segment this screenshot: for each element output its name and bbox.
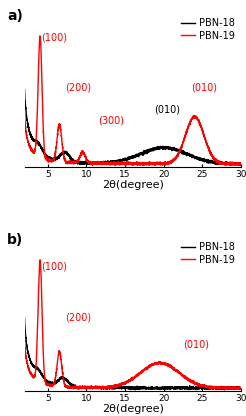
Text: (200): (200) bbox=[66, 82, 92, 92]
Text: b): b) bbox=[7, 233, 24, 248]
X-axis label: 2θ(degree): 2θ(degree) bbox=[102, 180, 164, 190]
Text: (010): (010) bbox=[183, 339, 209, 350]
Text: (010): (010) bbox=[154, 104, 181, 114]
Legend: PBN-18, PBN-19: PBN-18, PBN-19 bbox=[180, 241, 236, 266]
Legend: PBN-18, PBN-19: PBN-18, PBN-19 bbox=[180, 17, 236, 42]
Text: (200): (200) bbox=[66, 312, 92, 322]
Text: (100): (100) bbox=[42, 33, 68, 43]
X-axis label: 2θ(degree): 2θ(degree) bbox=[102, 404, 164, 414]
Text: (100): (100) bbox=[42, 261, 68, 271]
Text: a): a) bbox=[7, 10, 23, 23]
Text: (010): (010) bbox=[191, 82, 217, 92]
Text: (300): (300) bbox=[98, 116, 124, 126]
